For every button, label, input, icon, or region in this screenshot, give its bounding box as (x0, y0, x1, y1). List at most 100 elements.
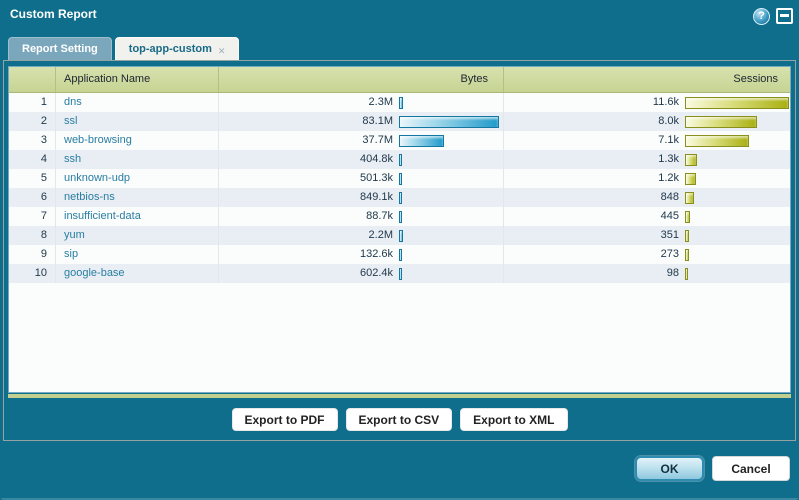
table-row[interactable]: 8 yum 2.2M 351 (9, 226, 790, 245)
tab-report-setting-label: Report Setting (22, 43, 98, 55)
column-header-application-name[interactable]: Application Name (56, 67, 219, 92)
row-bytes-cell: 132.6k (219, 245, 504, 264)
bytes-bar-wrap (399, 131, 444, 150)
row-sessions-cell: 351 (504, 226, 790, 245)
bytes-bar (399, 248, 402, 261)
row-bytes-cell: 849.1k (219, 188, 504, 207)
bytes-bar (399, 210, 402, 223)
column-header-rank[interactable] (9, 67, 56, 92)
cancel-button[interactable]: Cancel (712, 456, 790, 481)
tab-top-app-custom[interactable]: top-app-custom ✕ (114, 37, 240, 60)
sessions-bar-wrap (685, 150, 697, 169)
bytes-bar-wrap (399, 150, 402, 169)
table-row[interactable]: 7 insufficient-data 88.7k 445 (9, 207, 790, 226)
row-rank: 2 (9, 112, 56, 131)
row-bytes-value: 2.2M (368, 229, 393, 241)
row-bytes-value: 501.3k (359, 172, 393, 184)
row-bytes-value: 849.1k (359, 191, 393, 203)
row-sessions-cell: 11.6k (504, 93, 790, 112)
row-sessions-cell: 1.2k (504, 169, 790, 188)
bytes-bar-wrap (399, 245, 402, 264)
ok-button[interactable]: OK (635, 456, 704, 481)
table-row[interactable]: 5 unknown-udp 501.3k 1.2k (9, 169, 790, 188)
row-app: web-browsing (56, 131, 219, 150)
row-bytes-cell: 501.3k (219, 169, 504, 188)
row-app: google-base (56, 264, 219, 283)
bytes-bar-wrap (399, 207, 402, 226)
row-sessions-value: 1.2k (658, 172, 679, 184)
row-bytes-cell: 83.1M (219, 112, 504, 131)
sessions-bar (685, 248, 689, 261)
dialog-actions: OK Cancel (635, 456, 790, 481)
bytes-bar (399, 134, 444, 147)
table-row[interactable]: 1 dns 2.3M 11.6k (9, 93, 790, 112)
bytes-bar-wrap (399, 112, 499, 131)
row-rank: 6 (9, 188, 56, 207)
row-bytes-value: 404.8k (359, 153, 393, 165)
table-row[interactable]: 6 netbios-ns 849.1k 848 (9, 188, 790, 207)
bytes-bar (399, 96, 403, 109)
bytes-bar (399, 115, 499, 128)
grid-header: Application Name Bytes Sessions (9, 67, 790, 93)
row-sessions-cell: 98 (504, 264, 790, 283)
tab-report-setting[interactable]: Report Setting (8, 37, 112, 60)
export-pdf-button[interactable]: Export to PDF (231, 408, 338, 431)
bytes-bar-wrap (399, 226, 403, 245)
row-rank: 5 (9, 169, 56, 188)
bytes-bar (399, 191, 402, 204)
sessions-bar (685, 96, 789, 109)
row-bytes-value: 83.1M (362, 115, 393, 127)
sessions-bar (685, 153, 697, 166)
table-row[interactable]: 10 google-base 602.4k 98 (9, 264, 790, 283)
export-toolbar: Export to PDF Export to CSV Export to XM… (4, 398, 795, 441)
sessions-bar-wrap (685, 169, 696, 188)
row-sessions-value: 445 (660, 210, 679, 222)
bytes-bar-wrap (399, 264, 402, 283)
row-rank: 10 (9, 264, 56, 283)
row-sessions-value: 273 (660, 248, 679, 260)
sessions-bar-wrap (685, 264, 688, 283)
row-bytes-value: 88.7k (366, 210, 393, 222)
row-bytes-cell: 602.4k (219, 264, 504, 283)
row-sessions-value: 1.3k (658, 153, 679, 165)
tab-close-icon[interactable]: ✕ (217, 46, 226, 56)
table-body: 1 dns 2.3M 11.6k 2 ssl 83.1M 8.0k (9, 93, 790, 283)
row-bytes-value: 37.7M (362, 134, 393, 146)
row-sessions-cell: 8.0k (504, 112, 790, 131)
row-app: dns (56, 93, 219, 112)
row-sessions-cell: 273 (504, 245, 790, 264)
table-row[interactable]: 4 ssh 404.8k 1.3k (9, 150, 790, 169)
row-rank: 1 (9, 93, 56, 112)
sessions-bar-wrap (685, 207, 690, 226)
row-app: ssl (56, 112, 219, 131)
export-csv-button[interactable]: Export to CSV (345, 408, 453, 431)
bytes-bar-wrap (399, 93, 403, 112)
table-row[interactable]: 9 sip 132.6k 273 (9, 245, 790, 264)
sessions-bar-wrap (685, 131, 749, 150)
column-header-sessions[interactable]: Sessions (733, 73, 778, 85)
row-bytes-value: 132.6k (359, 248, 393, 260)
column-header-bytes[interactable]: Bytes (219, 67, 504, 92)
dialog-title: Custom Report (10, 7, 97, 21)
row-bytes-cell: 2.3M (219, 93, 504, 112)
bytes-bar (399, 229, 403, 242)
sessions-bar-wrap (685, 112, 757, 131)
row-app: insufficient-data (56, 207, 219, 226)
grid-bottom-strip (8, 394, 791, 398)
row-rank: 3 (9, 131, 56, 150)
bytes-bar (399, 153, 402, 166)
row-rank: 9 (9, 245, 56, 264)
row-sessions-cell: 445 (504, 207, 790, 226)
row-app: ssh (56, 150, 219, 169)
bytes-bar (399, 267, 402, 280)
row-sessions-cell: 1.3k (504, 150, 790, 169)
row-app: sip (56, 245, 219, 264)
export-xml-button[interactable]: Export to XML (460, 408, 568, 431)
table-row[interactable]: 2 ssl 83.1M 8.0k (9, 112, 790, 131)
restore-window-icon[interactable] (776, 8, 793, 24)
table-row[interactable]: 3 web-browsing 37.7M 7.1k (9, 131, 790, 150)
sessions-bar-wrap (685, 245, 689, 264)
sessions-bar (685, 115, 757, 128)
help-icon[interactable]: ? (753, 8, 770, 25)
